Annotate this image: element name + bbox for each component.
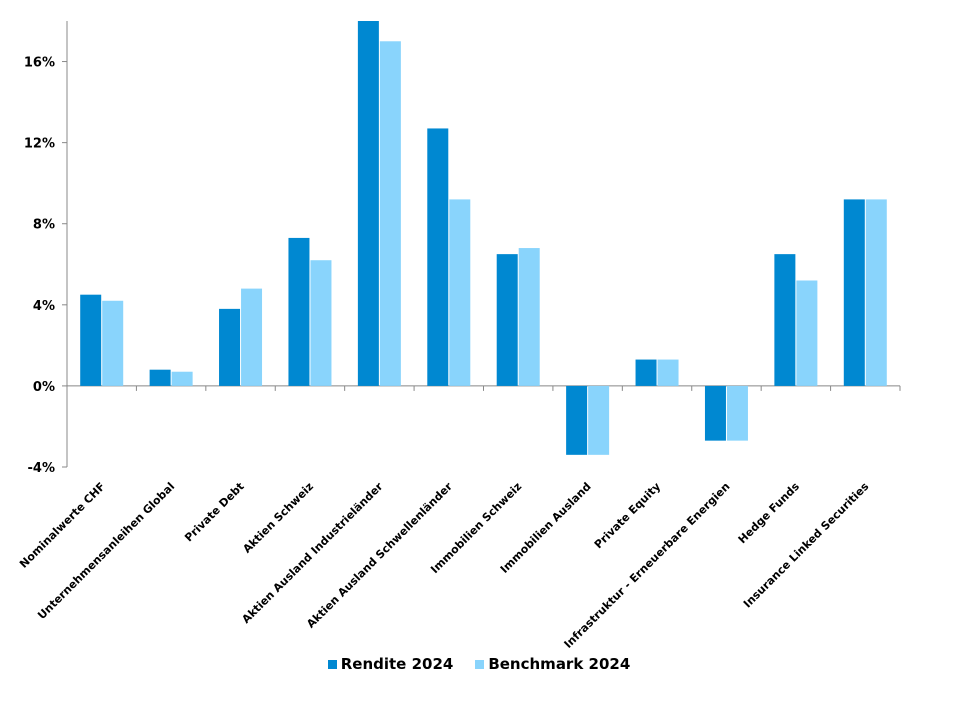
bar-rendite: [566, 385, 588, 455]
legend-label-benchmark: Benchmark 2024: [488, 655, 631, 673]
bar-rendite: [219, 308, 241, 386]
x-category-label: Private Equity: [592, 480, 663, 551]
bar-rendite: [288, 237, 310, 386]
legend-label-rendite: Rendite 2024: [340, 655, 454, 673]
x-category-label: Private Debt: [182, 480, 246, 544]
bar-rendite: [496, 254, 518, 386]
x-category-label: Aktien Ausland Schwellenländer: [304, 480, 455, 631]
bar-benchmark: [241, 288, 263, 386]
axes: [62, 21, 901, 468]
x-category-label: Aktien Schweiz: [240, 480, 316, 556]
bar-benchmark: [726, 385, 748, 441]
bar-benchmark: [449, 199, 471, 386]
bar-rendite: [357, 21, 379, 386]
bar-rendite: [149, 369, 171, 386]
bar-benchmark: [379, 41, 401, 386]
x-category-label: Unternehmensanleihen Global: [35, 480, 177, 622]
y-tick-label: 0%: [33, 380, 55, 395]
bar-rendite: [635, 359, 657, 386]
bar-rendite: [843, 199, 865, 386]
y-tick-label: 4%: [33, 299, 55, 314]
legend-item-benchmark: Benchmark 2024: [475, 655, 630, 673]
x-category-label: Aktien Ausland Industrieländer: [239, 480, 385, 626]
legend-swatch-rendite: [327, 659, 337, 669]
bar-benchmark: [518, 248, 540, 386]
bar-benchmark: [865, 199, 887, 386]
y-tick-label: 8%: [33, 218, 55, 233]
bar-rendite: [774, 254, 796, 386]
bar-rendite: [80, 294, 102, 386]
legend: Rendite 2024 Benchmark 2024: [0, 655, 958, 673]
y-tick-labels: -4% 0% 4% 8% 12% 16%: [24, 56, 55, 476]
bar-rendite: [427, 128, 449, 386]
x-category-label: Infrastruktur - Erneuerbare Energien: [562, 480, 733, 651]
x-category-label: Hedge Funds: [736, 480, 803, 547]
bar-benchmark: [310, 260, 332, 386]
y-tick-label: -4%: [28, 461, 55, 476]
bar-benchmark: [588, 385, 610, 455]
legend-swatch-benchmark: [475, 659, 485, 669]
x-category-label: Insurance Linked Securities: [741, 480, 872, 611]
bar-benchmark: [796, 280, 818, 386]
bars: [80, 21, 887, 455]
bar-benchmark: [102, 300, 124, 386]
bar-rendite: [704, 385, 726, 441]
legend-item-rendite: Rendite 2024: [327, 655, 454, 673]
bar-benchmark: [657, 359, 679, 386]
y-tick-label: 16%: [24, 56, 55, 71]
y-tick-label: 12%: [24, 137, 55, 152]
bar-benchmark: [171, 371, 193, 386]
